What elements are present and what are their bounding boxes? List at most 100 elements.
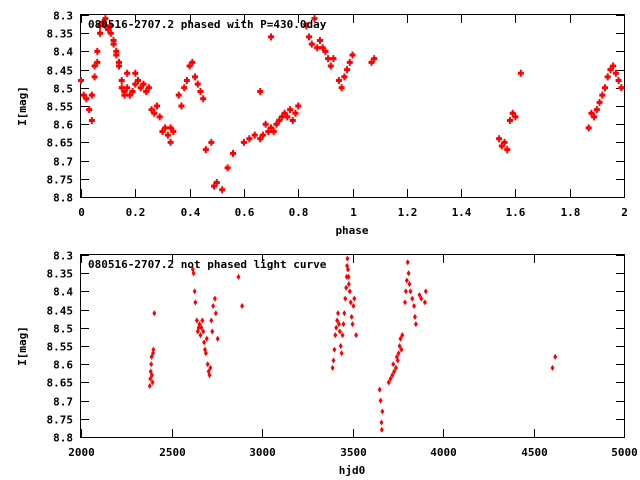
data-point [379, 426, 384, 433]
data-point [183, 77, 190, 85]
x-tick-label: 0.4 [181, 206, 201, 219]
data-point [78, 77, 84, 85]
data-point [203, 350, 208, 357]
data-point [350, 321, 355, 328]
data-point [341, 321, 346, 328]
data-point [251, 131, 258, 139]
x-tick-label: 0.2 [126, 206, 146, 219]
x-tick-label: 1.8 [561, 206, 581, 219]
data-point [509, 109, 516, 117]
data-point [197, 87, 204, 95]
data-point [97, 29, 104, 37]
axis-ticks [81, 15, 625, 198]
data-point [338, 84, 345, 92]
data-point [148, 106, 155, 114]
data-point [205, 361, 210, 368]
y-tick-label: 8.75 [47, 414, 74, 427]
data-point [189, 58, 196, 66]
data-point [207, 372, 212, 379]
data-point [314, 44, 321, 52]
data-point [386, 379, 391, 386]
data-point [512, 113, 519, 121]
data-point [601, 84, 608, 92]
y-tick-label: 8.3 [53, 250, 73, 263]
data-point [167, 138, 174, 146]
data-point [148, 375, 153, 382]
data-point [406, 270, 411, 277]
data-point [200, 95, 207, 103]
data-point [342, 310, 347, 317]
data-point [121, 91, 128, 99]
data-point [496, 135, 503, 143]
data-point [371, 55, 378, 63]
data-point [143, 87, 150, 95]
y-tick-label: 8.8 [53, 192, 73, 205]
y-tick-label: 8.45 [47, 305, 74, 318]
data-point [591, 113, 598, 121]
x-tick-label: 2000 [68, 446, 95, 459]
data-point [287, 106, 294, 114]
data-point [102, 22, 109, 30]
data-point [213, 310, 218, 317]
data-point [116, 62, 123, 70]
data-point [102, 15, 109, 23]
data-point [268, 33, 275, 41]
y-tick-label: 8.35 [47, 268, 74, 281]
x-axis-label: hjd0 [339, 464, 366, 477]
data-point [88, 117, 95, 125]
data-point [150, 379, 155, 386]
data-point [151, 350, 156, 357]
data-point [612, 69, 619, 77]
data-point [210, 328, 215, 335]
data-point [151, 109, 158, 117]
plot-frame [80, 254, 625, 438]
data-point [607, 66, 614, 74]
data-point [380, 408, 385, 415]
data-point [336, 321, 341, 328]
data-point [346, 281, 351, 288]
data-point [181, 84, 188, 92]
data-point [118, 77, 125, 85]
data-point [246, 135, 253, 143]
data-point [349, 313, 354, 320]
x-axis-label: phase [335, 224, 368, 237]
y-tick-label: 8.75 [47, 174, 74, 187]
data-point [135, 77, 142, 85]
data-point [391, 361, 396, 368]
data-point [211, 302, 216, 309]
data-point [378, 397, 383, 404]
data-point [156, 113, 163, 121]
data-point [585, 124, 592, 132]
data-point [91, 62, 98, 70]
data-point [354, 332, 359, 339]
data-point [208, 364, 213, 371]
data-point [404, 277, 409, 284]
data-points [78, 15, 625, 194]
data-point [170, 127, 177, 135]
data-point [615, 77, 622, 85]
data-point [325, 55, 332, 63]
data-point [289, 117, 296, 125]
data-point [336, 310, 341, 317]
x-tick-label: 5000 [611, 446, 638, 459]
y-tick-label: 8.65 [47, 377, 74, 390]
y-tick-label: 8.5 [53, 323, 73, 336]
data-point [340, 332, 345, 339]
data-point [553, 353, 558, 360]
data-point [132, 80, 139, 88]
data-point [335, 77, 342, 85]
data-point [379, 419, 384, 426]
data-point [191, 270, 196, 277]
data-point [517, 69, 524, 77]
x-tick-label: 1.2 [398, 206, 418, 219]
data-point [352, 295, 357, 302]
data-point [550, 364, 555, 371]
data-point [345, 266, 350, 273]
x-tick-labels: 2000 2500 3000 3500 4000 4500 5000 [68, 446, 638, 459]
y-tick-label: 8.3 [53, 10, 73, 23]
y-tick-label: 8.65 [47, 137, 74, 150]
data-point [337, 328, 342, 335]
data-point [124, 69, 131, 77]
data-point [349, 51, 356, 59]
data-point [202, 339, 207, 346]
